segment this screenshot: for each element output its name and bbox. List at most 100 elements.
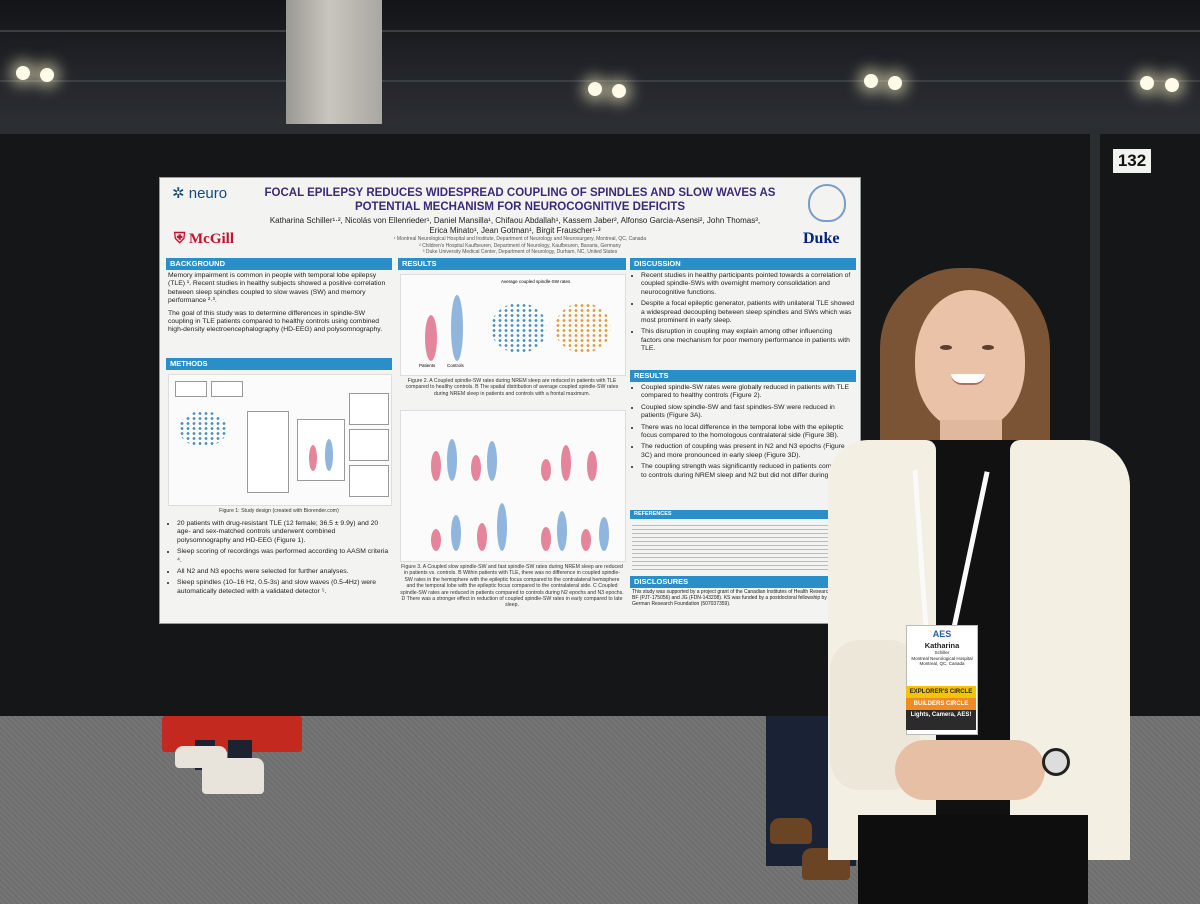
discussion-list: Recent studies in healthy participants p… [632, 272, 854, 357]
presenter-smile [951, 374, 985, 385]
background-text: Memory impairment is common in people wi… [168, 272, 390, 339]
ceiling-lamp [40, 68, 54, 82]
poster-board-frame [0, 124, 1200, 134]
ceiling-lamp [1165, 78, 1179, 92]
poster-affiliations: ¹ Montreal Neurological Hospital and Ins… [310, 236, 730, 256]
duke-logo: Duke [803, 230, 840, 247]
presenter-eye [940, 345, 952, 350]
neuro-logo: ✲ neuro [172, 185, 228, 202]
flow-box [349, 393, 389, 425]
study-design-figure [168, 374, 392, 506]
figure1-caption: Figure 1: Study design (created with Bio… [219, 508, 339, 514]
figure2-label-patients: Patients [419, 363, 436, 368]
ceiling-lamp [888, 76, 902, 90]
background-person-shoe [770, 818, 812, 844]
flow-box [247, 411, 289, 493]
results-list: Coupled spindle-SW rates were globally r… [632, 384, 854, 483]
methods-bullet: Sleep spindles (10–16 Hz, 0.5-3s) and sl… [177, 579, 390, 596]
figure2-label-average: Average coupled spindle-SW rates [501, 279, 571, 284]
violin-controls [451, 295, 463, 361]
topography-controls [555, 303, 611, 353]
badge-ribbon: Lights, Camera, AES! [906, 710, 976, 730]
ceiling [0, 0, 1200, 130]
methods-bullet: All N2 and N3 epochs were selected for f… [177, 568, 390, 576]
presenter-hands [895, 740, 1045, 800]
disclosures-heading: DISCLOSURES [630, 576, 856, 588]
badge-ribbon: BUILDERS CIRCLE [906, 698, 976, 710]
violin-patients [541, 459, 551, 481]
references-list [632, 522, 854, 572]
flow-box [297, 419, 345, 481]
presenter-face [915, 290, 1025, 430]
ceiling-lamp [864, 74, 878, 88]
badge-affiliation: Montreal Neurological Hospital [911, 655, 973, 661]
discussion-bullet: This disruption in coupling may explain … [641, 328, 854, 353]
wristwatch [1042, 748, 1070, 776]
background-paragraph: The goal of this study was to determine … [168, 309, 383, 334]
results-bullet: Coupled slow spindle-SW and fast spindle… [641, 404, 854, 421]
background-heading: BACKGROUND [166, 258, 392, 270]
violin-controls [325, 439, 333, 471]
brain-icon [808, 184, 846, 222]
poster-authors: Katharina Schiller¹·², Nicolás von Ellen… [269, 216, 761, 235]
violin-patients [471, 455, 481, 481]
concrete-column [286, 0, 382, 128]
poster-title: FOCAL EPILEPSY REDUCES WIDESPREAD COUPLI… [264, 187, 776, 213]
figure3 [400, 410, 626, 562]
ceiling-lamp [1140, 76, 1154, 90]
presenter-eye [982, 345, 994, 350]
eeg-cap-figure [179, 411, 227, 447]
badge-first-name: Katharina [924, 641, 960, 650]
disclosures-text: This study was supported by a project gr… [632, 589, 837, 607]
results-bullet: There was no local difference in the tem… [641, 424, 854, 441]
violin-controls [447, 439, 457, 481]
affiliation-line: ³ Duke University Medical Center, Depart… [422, 249, 618, 255]
methods-list: 20 patients with drug-resistant TLE (12 … [168, 520, 390, 599]
results-bullet: The coupling strength was significantly … [641, 463, 854, 480]
results-figures-heading: RESULTS [398, 258, 626, 270]
violin-patients [581, 529, 591, 551]
badge-surname: Schiller [934, 650, 950, 655]
mcgill-logo: ⛨ McGill [174, 231, 235, 247]
results-heading: RESULTS [630, 370, 856, 382]
flow-box [349, 465, 389, 497]
ceiling-truss [0, 30, 1200, 32]
discussion-bullet: Recent studies in healthy participants p… [641, 272, 854, 297]
violin-patients [425, 315, 437, 361]
flow-box [211, 381, 243, 397]
violin-patients [431, 451, 441, 481]
methods-heading: METHODS [166, 358, 392, 370]
figure2-caption: Figure 2. A Coupled spindle-SW rates dur… [405, 378, 619, 397]
violin-controls [451, 515, 461, 551]
background-person-shoe [202, 758, 264, 794]
discussion-bullet: Despite a focal epileptic generator, pat… [641, 300, 854, 325]
ceiling-lamp [612, 84, 626, 98]
violin-patients [587, 451, 597, 481]
mcgill-logo-text: McGill [189, 231, 235, 247]
badge-location: Montreal, QC, Canada [919, 661, 965, 666]
flow-box [175, 381, 207, 397]
panel-number: 132 [1113, 149, 1151, 173]
topography-patients [491, 303, 547, 353]
badge-ribbon: EXPLORER'S CIRCLE [906, 686, 976, 698]
violin-patients [541, 527, 551, 551]
background-paragraph: Memory impairment is common in people wi… [168, 272, 386, 305]
affiliation-line: ¹ Montreal Neurological Hospital and Ins… [393, 236, 647, 242]
violin-patients [561, 445, 571, 481]
violin-patients [431, 529, 441, 551]
badge-org: AES [932, 629, 952, 639]
flow-box [349, 429, 389, 461]
violin-patients [477, 523, 487, 551]
figure3-caption: Figure 3. A Coupled slow spindle-SW and … [400, 564, 624, 609]
affiliation-line: ² Children's Hospital Kaufbeuren, Depart… [419, 242, 621, 249]
violin-controls [557, 511, 567, 551]
methods-bullet: Sleep scoring of recordings was performe… [177, 548, 390, 565]
violin-controls [599, 517, 609, 551]
violin-controls [497, 503, 507, 551]
results-bullet: Coupled spindle-SW rates were globally r… [641, 384, 854, 401]
poster-board-divider [1090, 124, 1100, 716]
figure2-label-controls: Controls [447, 363, 464, 368]
results-bullet: The reduction of coupling was present in… [641, 443, 854, 460]
research-poster: ✲ neuro ⛨ McGill Duke FOCAL EPILEPSY RED… [160, 178, 860, 623]
violin-patients [309, 445, 317, 471]
